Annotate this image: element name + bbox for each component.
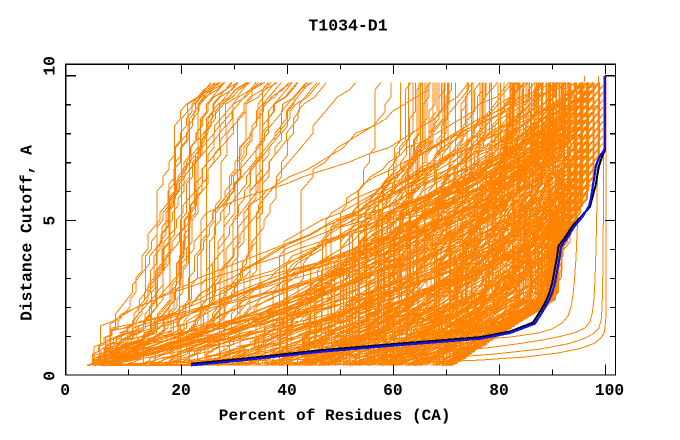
svg-text:0: 0 (41, 371, 60, 381)
svg-text:10: 10 (41, 56, 60, 76)
svg-text:100: 100 (595, 381, 624, 400)
svg-text:20: 20 (171, 381, 191, 400)
svg-text:0: 0 (60, 381, 70, 400)
svg-text:T1034-D1: T1034-D1 (308, 17, 387, 36)
svg-text:Percent of Residues (CA): Percent of Residues (CA) (219, 407, 451, 425)
svg-text:60: 60 (383, 381, 403, 400)
svg-text:5: 5 (41, 216, 60, 226)
svg-text:40: 40 (277, 381, 297, 400)
svg-text:80: 80 (489, 381, 509, 400)
svg-text:Distance Cutoff, A: Distance Cutoff, A (17, 145, 36, 321)
